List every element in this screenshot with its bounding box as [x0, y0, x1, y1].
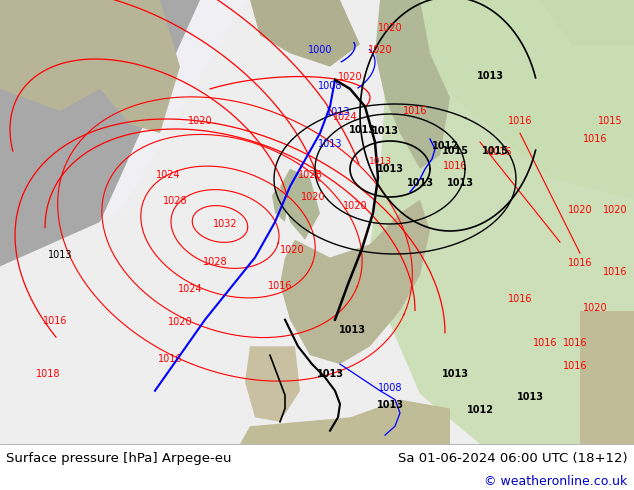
Text: 1020: 1020: [167, 317, 192, 327]
Text: 1016: 1016: [268, 281, 292, 291]
Text: 1032: 1032: [212, 219, 237, 229]
Text: 1012: 1012: [467, 405, 493, 415]
Text: 1024: 1024: [178, 284, 202, 294]
Text: 1016: 1016: [508, 116, 533, 126]
Text: 1024: 1024: [333, 112, 358, 122]
Text: 1013: 1013: [517, 392, 543, 402]
Text: 1012: 1012: [432, 141, 458, 151]
Text: 1016: 1016: [42, 316, 67, 326]
Text: 1013: 1013: [326, 107, 350, 118]
Polygon shape: [280, 200, 430, 364]
Text: 1013: 1013: [377, 164, 403, 174]
Text: 1020: 1020: [343, 201, 367, 211]
Text: 1000: 1000: [307, 45, 332, 55]
Polygon shape: [245, 346, 300, 422]
Text: 1013: 1013: [406, 178, 434, 188]
Text: Surface pressure [hPa] Arpege-eu: Surface pressure [hPa] Arpege-eu: [6, 452, 232, 465]
Text: 1028: 1028: [163, 196, 187, 206]
Text: 1016: 1016: [533, 338, 557, 348]
Text: 1016: 1016: [508, 294, 533, 304]
Text: 1015: 1015: [598, 116, 623, 126]
Text: 1016: 1016: [488, 147, 512, 157]
Text: 1016: 1016: [443, 161, 467, 171]
Text: 1008: 1008: [378, 383, 402, 392]
Text: 1013: 1013: [377, 400, 403, 411]
Text: 1020: 1020: [188, 116, 212, 126]
Text: © weatheronline.co.uk: © weatheronline.co.uk: [484, 475, 628, 488]
Polygon shape: [0, 0, 200, 222]
Text: 1020: 1020: [378, 23, 403, 33]
Text: 1028: 1028: [298, 170, 322, 180]
Text: 1020: 1020: [301, 192, 325, 202]
Polygon shape: [375, 0, 450, 169]
Text: 1020: 1020: [603, 205, 627, 215]
Text: 1013: 1013: [349, 125, 375, 135]
Text: Sa 01-06-2024 06:00 UTC (18+12): Sa 01-06-2024 06:00 UTC (18+12): [398, 452, 628, 465]
Polygon shape: [370, 0, 634, 444]
Text: 1020: 1020: [583, 303, 607, 313]
Text: 1028: 1028: [203, 257, 228, 267]
Text: 1013: 1013: [446, 178, 474, 188]
Polygon shape: [380, 0, 634, 200]
Text: 1016: 1016: [583, 134, 607, 144]
Text: 1020: 1020: [338, 72, 362, 82]
Text: 1016: 1016: [563, 338, 587, 348]
Text: 1015: 1015: [441, 146, 469, 156]
Text: 1013: 1013: [316, 369, 344, 379]
Polygon shape: [0, 0, 120, 444]
Text: 1013: 1013: [441, 369, 469, 379]
Text: 1024: 1024: [156, 170, 180, 180]
Polygon shape: [0, 0, 634, 444]
Polygon shape: [0, 0, 634, 444]
Polygon shape: [280, 169, 320, 240]
Text: 1013: 1013: [368, 157, 392, 166]
Text: 1020: 1020: [280, 245, 304, 255]
Text: 1016: 1016: [158, 354, 182, 364]
Text: 1016: 1016: [563, 361, 587, 370]
Text: 1016: 1016: [568, 258, 592, 269]
Text: 1013: 1013: [477, 71, 503, 81]
Polygon shape: [0, 0, 180, 133]
Polygon shape: [272, 187, 288, 222]
Text: 1020: 1020: [368, 45, 392, 55]
Polygon shape: [240, 400, 450, 444]
Text: 1020: 1020: [567, 205, 592, 215]
Text: 1013: 1013: [318, 139, 342, 148]
Polygon shape: [0, 0, 634, 45]
Text: 1018: 1018: [36, 369, 60, 379]
Polygon shape: [250, 0, 360, 67]
Text: 1016: 1016: [403, 106, 427, 116]
Text: 1013: 1013: [372, 126, 399, 136]
Text: 1013: 1013: [339, 325, 365, 335]
Text: 1015: 1015: [481, 146, 508, 156]
Text: 1016: 1016: [603, 267, 627, 277]
Text: 1013: 1013: [48, 249, 72, 260]
Polygon shape: [580, 311, 634, 444]
Text: 1008: 1008: [318, 81, 342, 91]
